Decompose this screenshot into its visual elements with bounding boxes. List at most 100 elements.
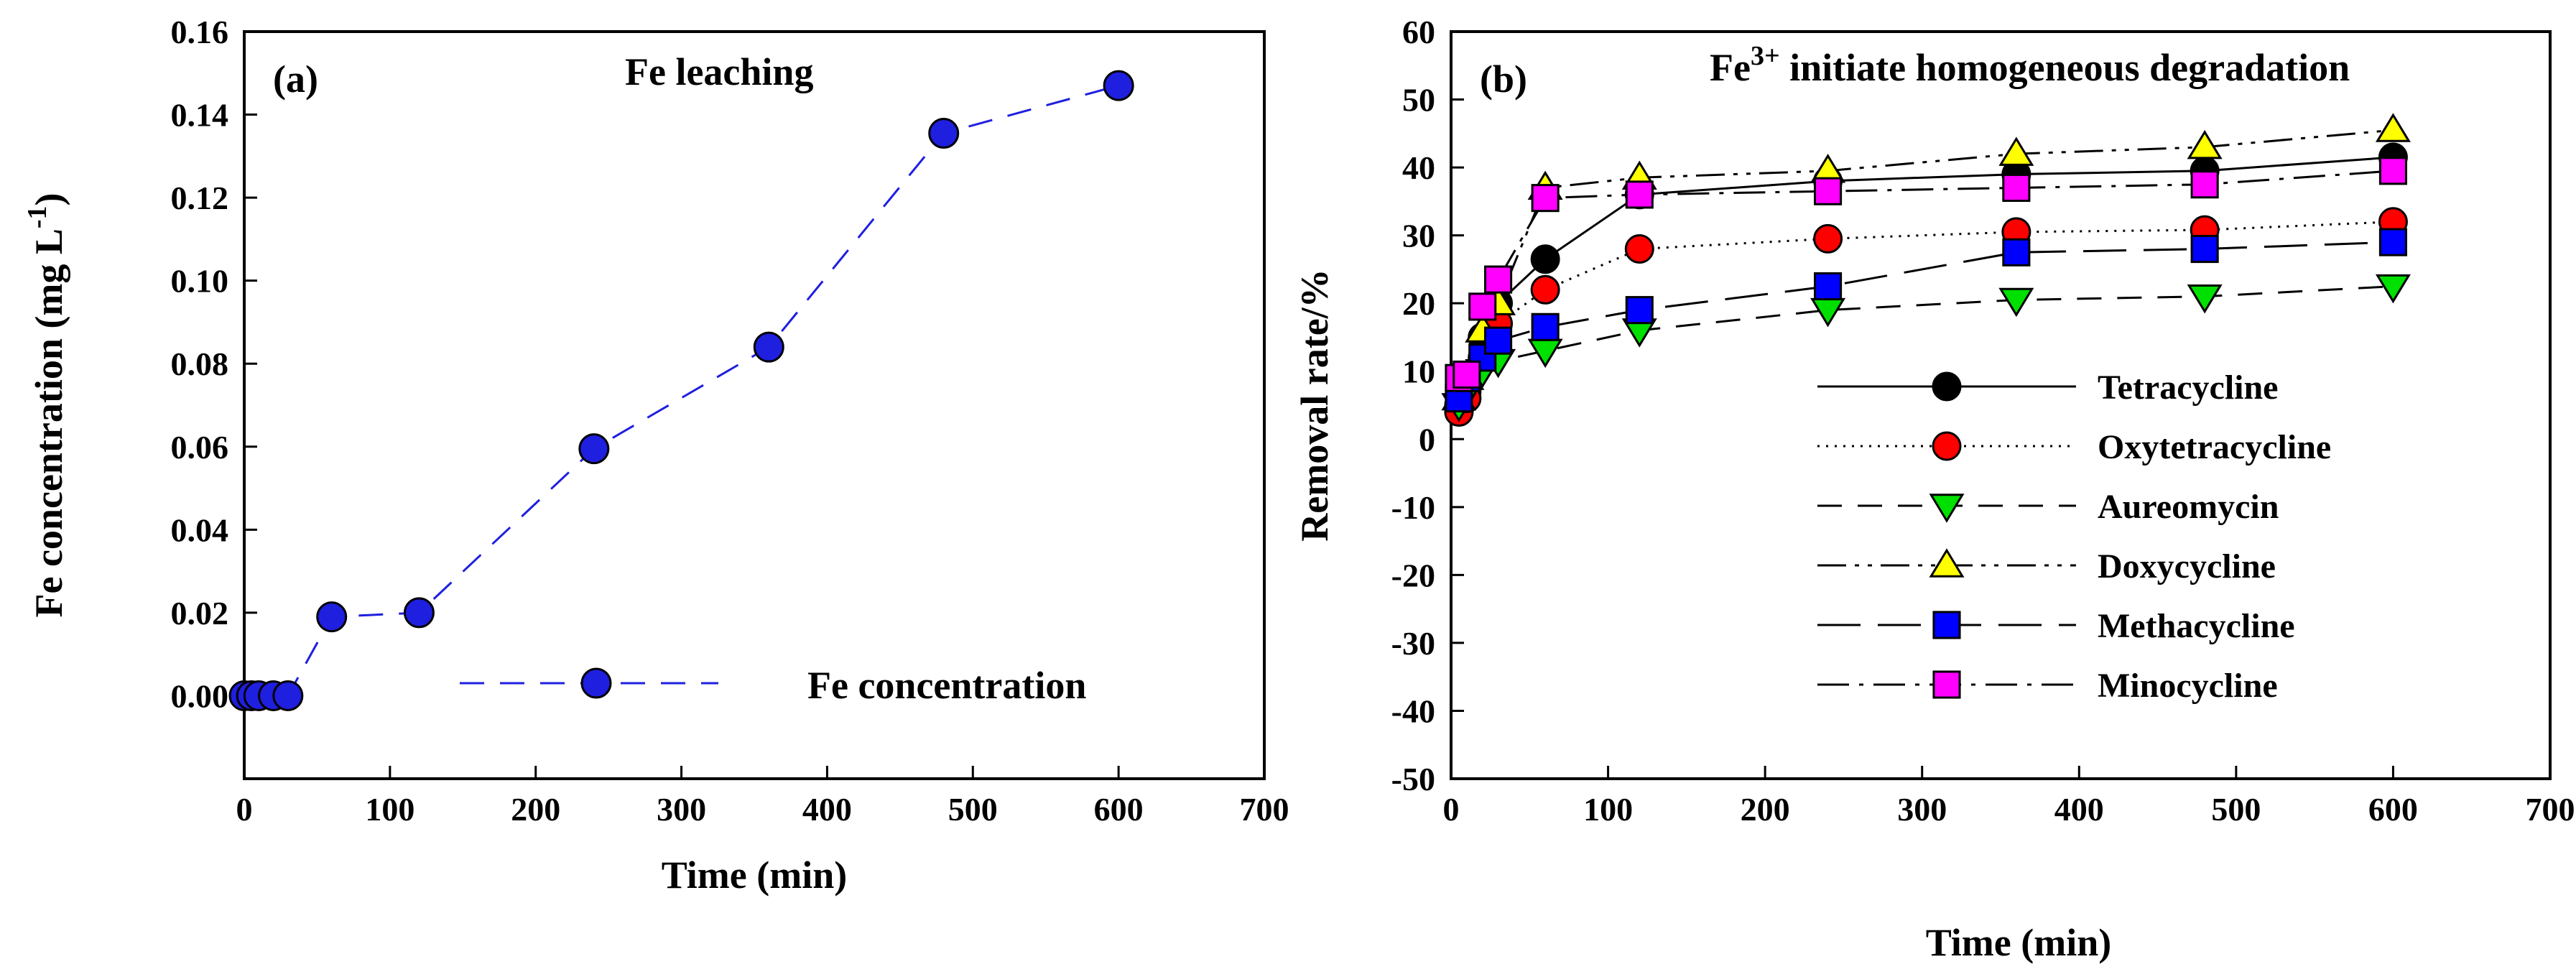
panel-a-legend-label: Fe concentration — [807, 664, 1086, 707]
panel-a-label: (a) — [273, 57, 318, 101]
panel-b-data-point — [1625, 296, 1654, 325]
panel-b-title-main: Fe — [1710, 46, 1751, 89]
panel-b-x-tick-label: 300 — [1897, 791, 1947, 828]
panel-b-x-axis-title: Time (min) — [1926, 921, 2111, 964]
panel-b-y-tick-label: -50 — [1391, 761, 1435, 797]
panel-b-legend-label: Oxytetracycline — [2098, 428, 2331, 466]
panel-a-y-tick-label: 0.16 — [171, 14, 229, 50]
panel-a-x-tick-label: 0 — [236, 791, 253, 828]
panel-b-legend-marker — [1932, 431, 1962, 461]
panel-b-data-point — [2190, 234, 2219, 264]
panel-a-y-tick-label: 0.08 — [171, 346, 229, 382]
panel-a-x-tick-label: 200 — [511, 791, 560, 828]
panel-a-y-axis-title: Fe concentration (mg L-1) — [22, 193, 70, 617]
panel-a-y-axis-title-sup: -1 — [22, 205, 52, 228]
panel-b-x-tick-label: 400 — [2054, 791, 2104, 828]
panel-a-data-point — [272, 680, 304, 711]
panel-b-data-point — [2378, 157, 2407, 185]
panel-b-y-tick-label: 40 — [1402, 149, 1435, 186]
panel-a-data-point — [928, 118, 960, 149]
panel-a-y-tick-label: 0.00 — [171, 677, 229, 714]
panel-a-y-tick-label: 0.04 — [171, 511, 229, 548]
panel-a-y-axis-title-main: Fe concentration (mg L — [27, 228, 70, 617]
panel-a-data-point — [753, 331, 784, 363]
panel-b-x-tick-label: 200 — [1741, 791, 1790, 828]
panel-a-y-tick-label: 0.02 — [171, 595, 229, 631]
panel-b-data-point — [1814, 272, 1843, 301]
panel-b-legend-marker — [1929, 548, 1965, 578]
panel-b-data-point — [2187, 284, 2223, 314]
panel-a-legend-marker — [580, 667, 612, 699]
panel-b-y-tick-label: -10 — [1391, 489, 1435, 526]
panel-b-data-point — [2187, 129, 2223, 159]
panel-b-data-point — [2375, 274, 2411, 304]
panel-a-x-tick-label: 100 — [365, 791, 414, 828]
panel-b-data-point — [1624, 234, 1654, 264]
panel-b-x-tick-label: 500 — [2211, 791, 2261, 828]
panel-b-data-point — [1484, 265, 1513, 294]
panel-a-plot-frame — [243, 30, 1266, 780]
panel-b-y-tick-label: 60 — [1402, 14, 1435, 50]
panel-b-plot-frame — [1450, 30, 2552, 780]
panel-b-legend-marker — [1932, 611, 1961, 639]
panel-a-chart: 0 100 200 300 400 500 600 700 0.00 0.02 0.04 0.06 0.… — [22, 14, 1289, 897]
panel-b-x-tick-label: 700 — [2526, 791, 2575, 828]
panel-a-x-axis-title: Time (min) — [662, 853, 847, 897]
panel-b-legend-label: Doxycycline — [2098, 547, 2276, 585]
panel-a-series-line — [244, 84, 1119, 697]
panel-b-y-tick-label: -40 — [1391, 693, 1435, 729]
panel-b-y-tick-label: -20 — [1391, 557, 1435, 593]
panel-b-label: (b) — [1480, 57, 1527, 101]
panel-b-data-point — [1453, 360, 1481, 389]
panel-b-y-tick-label: 0 — [1419, 421, 1435, 458]
panel-b-legend-marker — [1932, 371, 1962, 402]
panel-b-data-point — [1813, 223, 1843, 254]
panel-b-x-tick-label: 100 — [1583, 791, 1633, 828]
panel-a-data-point — [403, 597, 435, 629]
panel-b-title: Fe3+ initiate homogeneous degradation — [1710, 41, 2350, 89]
panel-a-x-tick-label: 400 — [802, 791, 852, 828]
panel-a-data-point — [1103, 70, 1134, 101]
panel-b-data-point — [2375, 113, 2411, 142]
panel-b-data-point — [2190, 170, 2219, 199]
panel-a-x-tick-label: 700 — [1240, 791, 1289, 828]
panel-a-series-lines — [244, 84, 1119, 697]
panel-a-y-axis-title-end: ) — [27, 193, 70, 205]
panel-b-data-point — [1484, 326, 1513, 355]
panel-b-y-tick-label: 10 — [1402, 353, 1435, 390]
panel-b-data-point — [2002, 238, 2031, 267]
panel-b-data-point — [2002, 173, 2031, 203]
panel-b-x-tick-label: 0 — [1443, 791, 1460, 828]
panel-b-data-point — [1530, 244, 1560, 274]
panel-b-data-point — [1998, 287, 2034, 318]
panel-b-data-point — [1468, 292, 1497, 321]
panel-b-data-point — [1531, 312, 1560, 341]
panel-b-title-sup: 3+ — [1751, 41, 1780, 71]
panel-a-data-point — [316, 601, 348, 633]
panel-a-y-tick-label: 0.10 — [171, 263, 229, 300]
panel-a-title: Fe leaching — [625, 50, 813, 93]
panel-b-data-point — [1530, 274, 1560, 305]
panel-b-y-tick-label: 20 — [1402, 285, 1435, 322]
panel-a-x-tick-label: 500 — [948, 791, 998, 828]
panel-b-data-point — [1998, 136, 2034, 166]
panel-b-legend-marker — [1932, 670, 1961, 699]
panel-b-series-line — [1458, 170, 2394, 379]
panel-b-legend-label: Minocycline — [2098, 667, 2278, 705]
panel-b-y-tick-label: 50 — [1402, 82, 1435, 119]
panel-b-legend-marker — [1929, 494, 1965, 523]
panel-b-title-end: initiate homogeneous degradation — [1780, 46, 2350, 89]
panel-b-data-point — [2378, 228, 2407, 256]
panel-b-chart: 0 100 200 300 400 500 600 700 -50 -40 -30 -20 -10 0 10… — [1293, 14, 2575, 964]
panel-b-legend: Tetracycline Oxytetracycline Aureomycin Dox… — [1817, 369, 2331, 705]
panel-a-x-tick-label: 600 — [1094, 791, 1144, 828]
panel-b-legend-label: Tetracycline — [2098, 369, 2278, 407]
panel-a-y-tick-label: 0.12 — [171, 180, 229, 216]
panel-b-y-tick-label: 30 — [1402, 218, 1435, 254]
panel-a-y-tick-label: 0.14 — [171, 97, 229, 134]
panel-b-series-line — [1458, 129, 2394, 399]
panel-a-data-points — [228, 70, 1134, 711]
panel-a-x-tick-label: 300 — [657, 791, 706, 828]
panel-b-x-tick-label: 600 — [2368, 791, 2418, 828]
